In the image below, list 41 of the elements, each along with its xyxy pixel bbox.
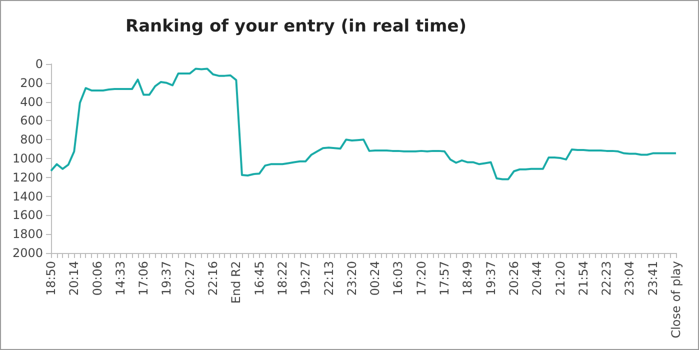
line-series — [50, 68, 677, 180]
x-tick-label: 20:26 — [506, 261, 521, 296]
x-tick-label: 19:27 — [298, 261, 313, 296]
x-tick-label: 17:20 — [414, 261, 428, 296]
y-tick-label: 1400 — [12, 189, 43, 204]
x-tick-label: 20:27 — [182, 261, 197, 296]
x-tick-label: 19:37 — [160, 261, 174, 296]
x-tick-label: 18:50 — [44, 261, 58, 296]
x-tick-label: 18:22 — [275, 261, 290, 296]
y-tick-label: 2000 — [12, 246, 43, 260]
y-tick-label: 1600 — [12, 208, 43, 222]
x-tick-label: 23:20 — [344, 261, 359, 296]
y-tick-label: 1000 — [12, 152, 43, 166]
x-tick-label: 17:57 — [438, 261, 452, 296]
x-tick-label: 20:14 — [67, 261, 82, 296]
x-tick-label: 22:13 — [322, 261, 336, 296]
x-tick-label: 16:03 — [391, 261, 406, 296]
x-tick-label: 19:37 — [484, 261, 498, 296]
x-tick-label: 21:20 — [553, 261, 568, 296]
y-tick-label: 800 — [20, 132, 43, 147]
x-tick-label: 16:45 — [252, 261, 266, 296]
x-tick-label: End R2 — [229, 261, 244, 304]
x-tick-label: 20:44 — [530, 261, 544, 296]
x-tick-label: 14:33 — [113, 261, 128, 296]
x-tick-label: 22:23 — [600, 261, 614, 296]
x-tick-label: 22:16 — [206, 261, 220, 296]
x-tick-label: 21:54 — [576, 261, 590, 296]
y-tick-label: 1200 — [12, 170, 43, 184]
y-tick-label: 400 — [20, 94, 43, 109]
x-tick-label: Close of play — [669, 261, 683, 338]
y-tick-label: 600 — [20, 114, 43, 128]
y-tick-label: 200 — [20, 76, 43, 90]
x-tick-label: 17:06 — [136, 261, 151, 296]
x-tick-label: 23:04 — [622, 261, 637, 296]
x-tick-label: 18:49 — [460, 261, 475, 296]
x-tick-label: 00:06 — [90, 261, 104, 296]
y-tick-label: 1800 — [12, 227, 43, 242]
y-tick-label: 0 — [35, 57, 43, 71]
x-tick-label: 23:41 — [646, 261, 660, 296]
chart-title: Ranking of your entry (in real time) — [125, 16, 467, 36]
x-tick-label: 00:24 — [368, 261, 382, 296]
